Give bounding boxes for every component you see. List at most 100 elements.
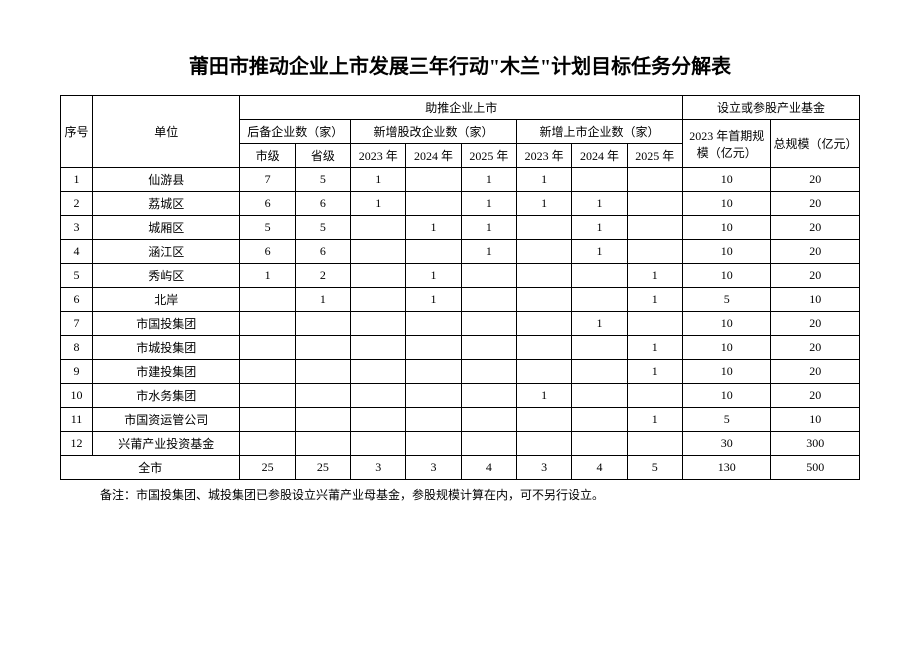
cell-l25: [627, 192, 682, 216]
cell-l24: 1: [572, 216, 627, 240]
cell-city: [240, 384, 295, 408]
cell-l24: 1: [572, 240, 627, 264]
cell-l25: 1: [627, 288, 682, 312]
cell-r25: 1: [461, 216, 516, 240]
cell-l23: [517, 360, 572, 384]
cell-l23: [517, 336, 572, 360]
table-row: 6北岸111510: [61, 288, 860, 312]
cell-r25: [461, 408, 516, 432]
cell-l24: [572, 336, 627, 360]
cell-r23: [351, 288, 406, 312]
page-title: 莆田市推动企业上市发展三年行动"木兰"计划目标任务分解表: [60, 50, 860, 79]
cell-r23: 1: [351, 192, 406, 216]
header-reserve: 后备企业数（家）: [240, 120, 351, 144]
header-unit: 单位: [92, 96, 240, 168]
cell-prov: [295, 384, 350, 408]
table-row: 11市国资运管公司1510: [61, 408, 860, 432]
cell-seq: 7: [61, 312, 93, 336]
cell-ft: 20: [771, 312, 860, 336]
cell-city: 6: [240, 192, 295, 216]
cell-r25: [461, 264, 516, 288]
cell-r24: [406, 312, 461, 336]
cell-seq: 3: [61, 216, 93, 240]
table-row: 1仙游县751111020: [61, 168, 860, 192]
cell-seq: 5: [61, 264, 93, 288]
cell-prov: [295, 408, 350, 432]
cell-l24: [572, 408, 627, 432]
cell-r25: [461, 432, 516, 456]
cell-r25: 1: [461, 168, 516, 192]
header-2023: 2023 年: [351, 144, 406, 168]
cell-total-label: 全市: [61, 456, 240, 480]
header-fund: 设立或参股产业基金: [682, 96, 859, 120]
cell-ft: 20: [771, 384, 860, 408]
cell-ft: 20: [771, 264, 860, 288]
cell-r23: [351, 336, 406, 360]
cell-r23: [351, 240, 406, 264]
cell-prov: [295, 336, 350, 360]
cell-prov: [295, 312, 350, 336]
cell-city: [240, 408, 295, 432]
cell-l23: 1: [517, 192, 572, 216]
cell-l24: [572, 384, 627, 408]
header-2025: 2025 年: [461, 144, 516, 168]
cell-l24: 1: [572, 312, 627, 336]
cell-r23: [351, 408, 406, 432]
cell-ft: 10: [771, 288, 860, 312]
cell-prov: 6: [295, 192, 350, 216]
cell-unit: 市城投集团: [92, 336, 240, 360]
cell-l23: 1: [517, 384, 572, 408]
cell-r23: [351, 432, 406, 456]
cell-l24: [572, 432, 627, 456]
cell-r24: [406, 408, 461, 432]
header-fund-phase1: 2023 年首期规模（亿元）: [682, 120, 771, 168]
cell-l23: [517, 288, 572, 312]
cell-unit: 荔城区: [92, 192, 240, 216]
cell-l23: [517, 432, 572, 456]
table-row: 8市城投集团11020: [61, 336, 860, 360]
header-promote: 助推企业上市: [240, 96, 683, 120]
cell-seq: 12: [61, 432, 93, 456]
cell-l24: [572, 264, 627, 288]
cell-total-l25: 5: [627, 456, 682, 480]
table-row: 2荔城区6611111020: [61, 192, 860, 216]
header-fund-total: 总规模（亿元）: [771, 120, 860, 168]
cell-l24: [572, 288, 627, 312]
cell-ft: 300: [771, 432, 860, 456]
cell-l24: 1: [572, 192, 627, 216]
cell-total-l23: 3: [517, 456, 572, 480]
cell-r25: [461, 360, 516, 384]
cell-seq: 1: [61, 168, 93, 192]
cell-r24: [406, 192, 461, 216]
cell-f1: 10: [682, 384, 771, 408]
cell-city: 5: [240, 216, 295, 240]
cell-ft: 20: [771, 240, 860, 264]
cell-seq: 10: [61, 384, 93, 408]
table-row: 10市水务集团11020: [61, 384, 860, 408]
header-city-level: 市级: [240, 144, 295, 168]
cell-seq: 2: [61, 192, 93, 216]
cell-l25: [627, 312, 682, 336]
cell-f1: 10: [682, 216, 771, 240]
cell-l25: 1: [627, 264, 682, 288]
cell-total-r24: 3: [406, 456, 461, 480]
cell-r25: 1: [461, 192, 516, 216]
cell-unit: 城厢区: [92, 216, 240, 240]
cell-total-f1: 130: [682, 456, 771, 480]
cell-total-l24: 4: [572, 456, 627, 480]
cell-r23: [351, 312, 406, 336]
cell-ft: 10: [771, 408, 860, 432]
cell-city: 1: [240, 264, 295, 288]
cell-f1: 10: [682, 264, 771, 288]
cell-ft: 20: [771, 168, 860, 192]
cell-f1: 10: [682, 360, 771, 384]
cell-f1: 10: [682, 192, 771, 216]
cell-prov: [295, 432, 350, 456]
cell-unit: 涵江区: [92, 240, 240, 264]
cell-unit: 兴莆产业投资基金: [92, 432, 240, 456]
cell-prov: 5: [295, 168, 350, 192]
table-row: 5秀屿区12111020: [61, 264, 860, 288]
cell-l23: [517, 264, 572, 288]
cell-r25: 1: [461, 240, 516, 264]
cell-total-r23: 3: [351, 456, 406, 480]
